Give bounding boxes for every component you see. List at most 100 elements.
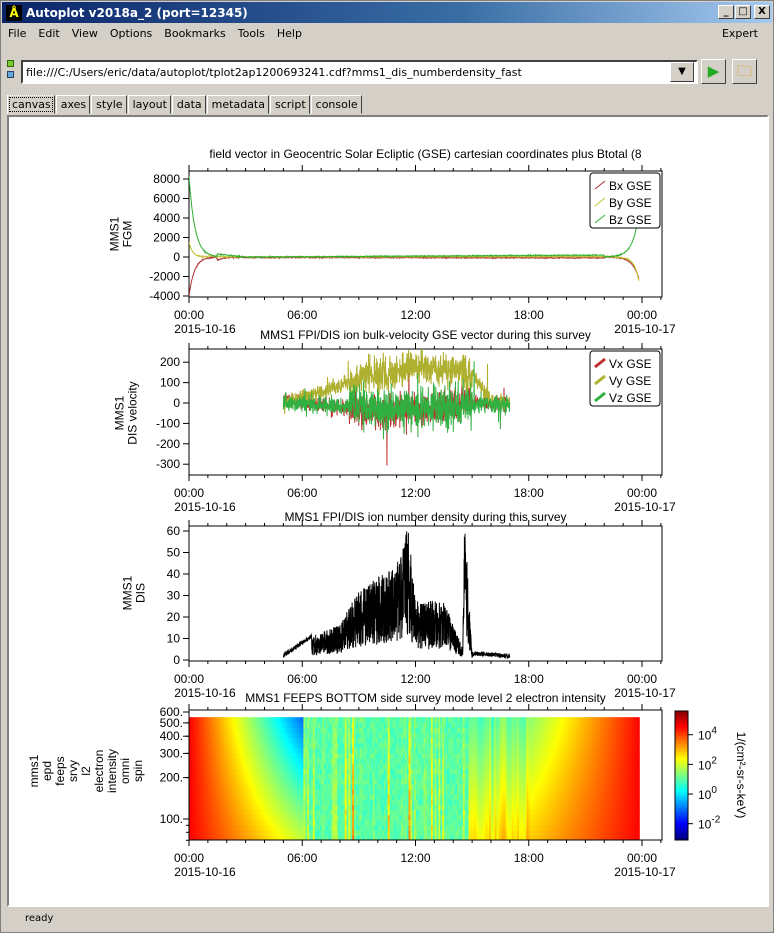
spectrogram-cell [369,727,372,734]
spectrogram-cell [372,809,376,816]
spectrogram-cell [222,753,226,759]
spectrogram-cell [258,804,261,811]
spectrogram-cell [190,809,194,816]
spectrogram-cell [481,804,485,811]
spectrogram-cell [265,717,269,723]
go-button[interactable]: ▶ [701,59,726,84]
minimize-button[interactable]: _ [718,5,734,19]
spectrogram-cell [241,742,244,749]
spectrogram-cell [286,814,289,821]
menu-file[interactable]: File [8,26,27,40]
spectrogram-cell [380,830,383,836]
spectrogram-cell [397,768,400,775]
spectrogram-cell [192,753,196,759]
url-dropdown-button[interactable]: ▼ [670,62,694,82]
spectrogram-cell [372,804,376,811]
spectrogram-cell [361,758,365,764]
spectrogram-cell [406,819,410,826]
spectrogram-cell [429,824,432,831]
spectrogram-cell [464,809,468,816]
spectrogram-cell [312,830,316,836]
spectrogram-cell [387,824,391,831]
spectrogram-cell [322,799,325,805]
spectrogram-cell [217,758,220,764]
tab-data[interactable]: data [171,95,206,114]
spectrogram-cell [226,794,229,800]
spectrogram-cell [346,789,350,795]
spectrogram-cell [209,830,213,836]
menu-edit[interactable]: Edit [38,26,60,40]
spectrogram-cell [316,783,319,790]
menu-view[interactable]: View [71,26,98,40]
url-input[interactable]: file:///C:/Users/eric/data/autoplot/tplo… [21,60,698,84]
spectrogram-cell [260,794,263,800]
spectrogram-cell [470,783,473,790]
spectrogram-cell [502,835,505,840]
spectrogram-cell [545,789,548,795]
spectrogram-cell [194,835,198,840]
spectrogram-cell [417,737,421,744]
tab-style[interactable]: style [91,95,127,114]
spectrogram-cell [468,830,471,836]
spectrogram-cell [517,804,520,811]
spectrogram-cell [189,809,192,816]
menu-expert[interactable]: Expert [721,26,758,40]
spectrogram-cell [416,799,419,805]
spectrogram-cell [494,722,498,728]
spectrogram-cell [521,758,524,764]
browse-button[interactable]: 🗀 [732,59,757,84]
spectrogram-cell [284,727,288,734]
spectrogram-cell [264,732,267,739]
spectrogram-cell [410,753,413,759]
tab-console[interactable]: console [310,95,362,114]
menu-bookmarks[interactable]: Bookmarks [164,26,226,40]
spectrogram-cell [297,778,301,785]
spectrogram-cell [198,727,201,734]
spectrogram-cell [385,742,389,749]
spectrogram-cell [442,783,445,790]
spectrogram-cell [292,830,295,836]
spectrogram-cell [318,794,321,800]
close-button[interactable]: X [754,5,770,19]
spectrogram-cell [307,830,310,836]
maximize-button[interactable]: □ [735,5,751,19]
tab-layout[interactable]: layout [127,95,171,114]
spectrogram-cell [228,835,231,840]
spectrogram-cell [194,814,198,821]
spectrogram-cell [408,717,411,723]
spectrogram-cell [322,778,325,785]
spectrogram-cell [222,778,226,785]
spectrogram-cell [539,804,543,811]
tab-axes[interactable]: axes [55,95,91,114]
spectrogram-cell [271,763,274,770]
spectrogram-cell [374,732,378,739]
spectrogram-cell [359,804,363,811]
tab-script[interactable]: script [270,95,310,114]
spectrogram-cell [340,722,344,728]
spectrogram-cell [513,732,516,739]
tab-metadata[interactable]: metadata [206,95,269,114]
spectrogram-cell [331,737,335,744]
spectrogram-cell [354,824,357,831]
spectrogram-cell [434,768,438,775]
spectrogram-cell [235,830,239,836]
spectrogram-cell [316,763,319,770]
spectrogram-cell [455,783,458,790]
menu-tools[interactable]: Tools [237,26,265,40]
menu-help[interactable]: Help [276,26,302,40]
tab-canvas[interactable]: canvas [7,95,55,114]
spectrogram-cell [234,753,237,759]
spectrogram-cell [511,758,515,764]
spectrogram-cell [446,819,449,826]
spectrogram-cell [470,737,473,744]
spectrogram-cell [470,763,473,770]
plot-frame [188,525,663,662]
spectrogram-cell [325,794,329,800]
spectrogram-cell [196,794,199,800]
menu-options[interactable]: Options [109,26,153,40]
spectrogram-cell [275,809,278,816]
plot-canvas[interactable]: 00:00 06:00 12:00 18:00 00:00 2015-10-16 2015-… [7,115,769,907]
spectrogram-cell [202,753,205,759]
spectrogram-cell [312,835,316,840]
